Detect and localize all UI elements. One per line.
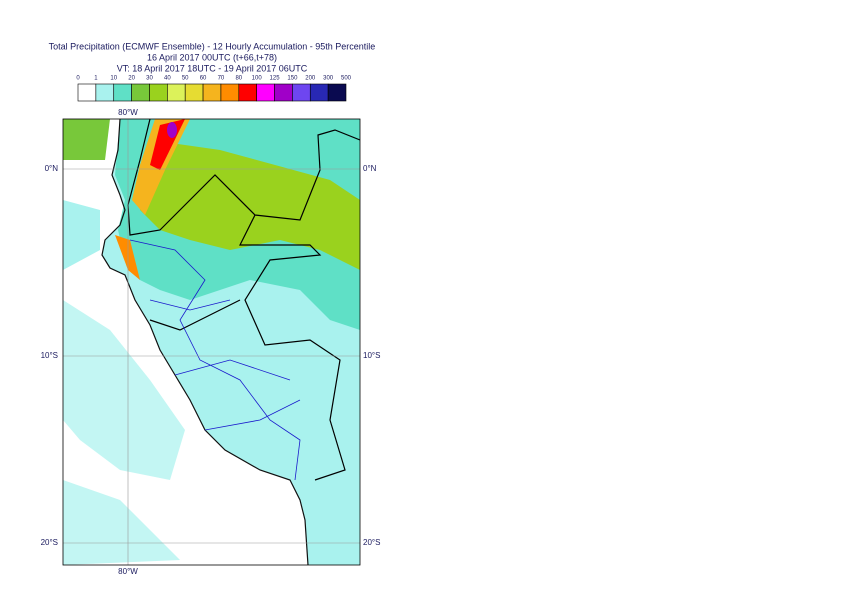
legend-label: 100 [252,76,263,82]
ocean-precip [63,200,100,270]
legend: 0 1 10 20 30 40 50 60 70 80 100 125 150 200 300 500 [76,76,352,102]
legend-swatch [149,83,168,102]
lat-label: 10°S [363,351,380,360]
legend-swatch [113,83,132,102]
legend-swatch [95,83,115,102]
lat-label: 20°S [363,538,380,547]
legend-label: 0 [76,76,80,82]
lat-label: 0°N [45,164,59,173]
lon-label: 80°W [118,108,138,117]
legend-label: 60 [200,76,207,82]
legend-swatch [77,83,97,102]
coastline [101,119,309,565]
legend-swatch [309,83,329,102]
legend-swatch [238,83,257,102]
legend-label: 300 [323,76,334,82]
map: 80°W 80°W 0°N 0°N 10°S 10°S 20°S 20°S [41,108,381,576]
lat-label: 0°N [363,164,377,173]
legend-label: 10 [110,76,117,82]
legend-label: 30 [146,76,153,82]
legend-swatch [256,83,275,102]
legend-label: 200 [305,76,316,82]
legend-swatch [202,83,222,102]
legend-swatch [184,83,204,102]
ocean-precip [63,119,110,160]
legend-swatch [292,83,311,102]
run-time: 16 April 2017 00UTC (t+66,t+78) [147,52,277,62]
legend-swatch [220,83,240,102]
lat-label: 10°S [41,351,58,360]
legend-swatch [274,83,293,102]
legend-label: 50 [182,76,189,82]
title: Total Precipitation (ECMWF Ensemble) - 1… [49,41,376,51]
legend-label: 150 [287,76,298,82]
legend-label: 1 [94,76,98,82]
legend-swatch [131,83,150,102]
heavy-precip [115,235,140,280]
country-border [127,119,360,481]
legend-label: 70 [218,76,225,82]
lon-label: 80°W [118,567,138,576]
legend-label: 500 [341,76,352,82]
lat-label: 20°S [41,538,58,547]
legend-swatch [327,83,347,102]
land-precip [140,140,360,270]
region-border [129,239,301,481]
valid-time: VT: 18 April 2017 18UTC - 19 April 2017 … [117,63,308,73]
ocean-precip [63,480,180,565]
legend-label: 20 [128,76,135,82]
legend-swatch [167,83,186,102]
ocean-precip [63,300,185,480]
legend-label: 125 [270,76,281,82]
legend-label: 80 [235,76,242,82]
legend-label: 40 [164,76,171,82]
heavy-precip [167,122,177,138]
map-frame [62,118,361,566]
